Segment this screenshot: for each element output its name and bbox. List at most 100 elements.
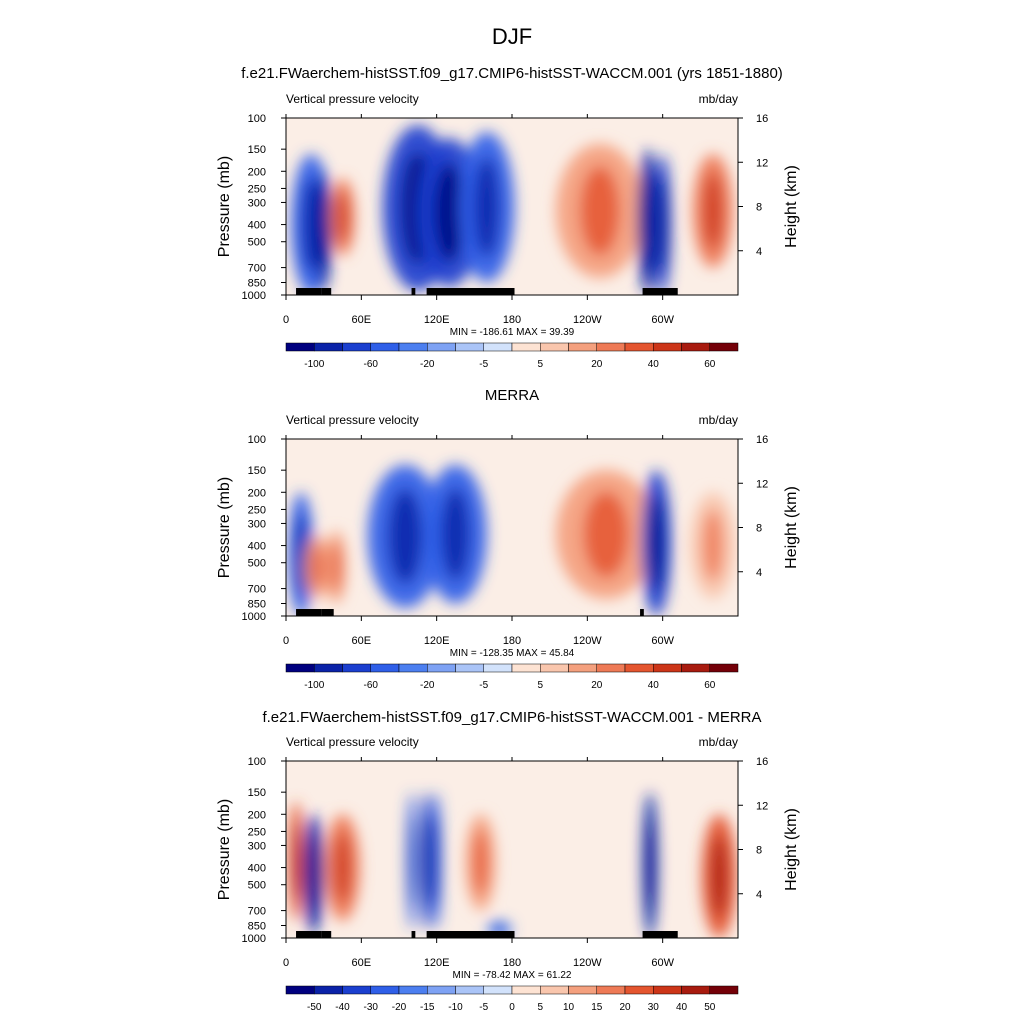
x-tick-label: 0	[283, 957, 289, 969]
topography-mask	[426, 288, 515, 295]
colorbar-swatch	[681, 663, 710, 673]
y-tick-label: 500	[248, 237, 266, 249]
y-tick-label: 100	[248, 434, 266, 446]
min-max-stats: MIN = -186.61 MAX = 39.39	[450, 327, 575, 338]
colorbar-label: -100	[304, 680, 324, 691]
colorbar-swatch	[624, 985, 654, 995]
colorbar-swatch	[314, 342, 343, 352]
topography-mask	[296, 609, 322, 616]
y-tick-label: 250	[248, 826, 266, 838]
y-tick-label: 850	[248, 278, 266, 290]
topography-mask	[642, 931, 678, 938]
y-tick-label: 400	[248, 863, 266, 875]
y-tick-label: 150	[248, 144, 266, 156]
field-feature-core	[334, 832, 351, 904]
field-feature-core	[711, 834, 728, 918]
colorbar-swatch	[455, 663, 484, 673]
min-max-stats: MIN = -78.42 MAX = 61.22	[453, 970, 572, 981]
x-tick-label: 60W	[651, 635, 674, 647]
x-tick-label: 60E	[352, 314, 372, 326]
field-feature-core	[309, 834, 319, 915]
x-tick-label: 60E	[352, 957, 372, 969]
x-tick-label: 0	[283, 314, 289, 326]
colorbar-label: -100	[304, 359, 324, 370]
x-tick-label: 60E	[352, 635, 372, 647]
colorbar-label: -20	[420, 359, 435, 370]
variable-label: Vertical pressure velocity	[286, 735, 419, 749]
colorbar-swatch	[370, 342, 400, 352]
height-tick-label: 12	[756, 157, 768, 169]
colorbar-label: 20	[591, 680, 603, 691]
colorbar-swatch	[596, 985, 626, 995]
colorbar-label: 10	[563, 1002, 575, 1013]
colorbar-swatch	[285, 663, 315, 673]
field-feature-core	[388, 488, 423, 585]
field-feature-core	[583, 491, 629, 578]
variable-label: Vertical pressure velocity	[286, 92, 419, 106]
colorbar-swatch	[681, 985, 710, 995]
colorbar-swatch	[398, 985, 428, 995]
colorbar-label: -15	[420, 1002, 435, 1013]
field-feature-core	[434, 162, 464, 263]
y-tick-label: 300	[248, 518, 266, 530]
y-tick-label: 1000	[242, 611, 266, 623]
variable-label: Vertical pressure velocity	[286, 413, 419, 427]
colorbar-swatch	[427, 342, 456, 352]
x-tick-label: 60W	[651, 957, 674, 969]
y-tick-label: 250	[248, 504, 266, 516]
field-feature-core	[649, 494, 664, 592]
colorbar-swatch	[398, 663, 428, 673]
x-tick-label: 120W	[573, 635, 602, 647]
topography-mask	[411, 288, 416, 295]
field-feature-core	[331, 542, 341, 592]
colorbar-swatch	[314, 663, 343, 673]
topography-mask	[642, 288, 678, 295]
colorbar-label: -50	[307, 1002, 322, 1013]
field-features	[291, 125, 733, 295]
height-tick-label: 16	[756, 434, 768, 446]
height-tick-label: 4	[756, 567, 762, 579]
colorbar-swatch	[398, 342, 428, 352]
colorbar-swatch	[568, 663, 597, 673]
y-tick-label: 700	[248, 263, 266, 275]
colorbar-label: -60	[364, 359, 379, 370]
x-tick-label: 60W	[651, 314, 674, 326]
x-tick-label: 180	[503, 957, 521, 969]
colorbar-label: -5	[479, 359, 488, 370]
panel-2: MERRA Vertical pressure velocity mb/day 0 60…	[216, 387, 800, 691]
y-tick-label: 200	[248, 166, 266, 178]
y-tick-label: 850	[248, 921, 266, 933]
colorbar-swatch	[342, 663, 371, 673]
field-feature-core	[311, 545, 324, 589]
figure-title: DJF	[492, 24, 532, 49]
field-background	[286, 761, 738, 938]
field-feature-core	[434, 815, 439, 907]
field-feature-core	[336, 191, 349, 243]
topography-mask	[640, 609, 644, 616]
y-axis-title: Pressure (mb)	[216, 799, 233, 900]
height-tick-label: 4	[756, 246, 762, 258]
field-feature-core	[302, 177, 321, 272]
colorbar-label: -20	[392, 1002, 407, 1013]
plot-field	[286, 761, 738, 938]
y-tick-label: 1000	[242, 290, 266, 302]
y-axis-title-right: Height (km)	[783, 808, 800, 891]
colorbar-swatch	[709, 985, 739, 995]
y-axis-title-right: Height (km)	[783, 165, 800, 248]
colorbar-swatch	[540, 985, 569, 995]
x-tick-label: 0	[283, 635, 289, 647]
x-tick-label: 120W	[573, 957, 602, 969]
plot-field	[286, 439, 738, 616]
colorbar-swatch	[370, 985, 400, 995]
y-tick-label: 250	[248, 183, 266, 195]
colorbar-label: 5	[537, 1002, 543, 1013]
field-feature-core	[409, 815, 414, 907]
colorbar-swatch	[511, 663, 541, 673]
y-tick-label: 100	[248, 756, 266, 768]
colorbar-label: 60	[704, 359, 716, 370]
colorbar-swatch	[681, 342, 710, 352]
colorbar-label: 5	[537, 359, 543, 370]
colorbar-swatch	[568, 985, 597, 995]
height-tick-label: 12	[756, 478, 768, 490]
